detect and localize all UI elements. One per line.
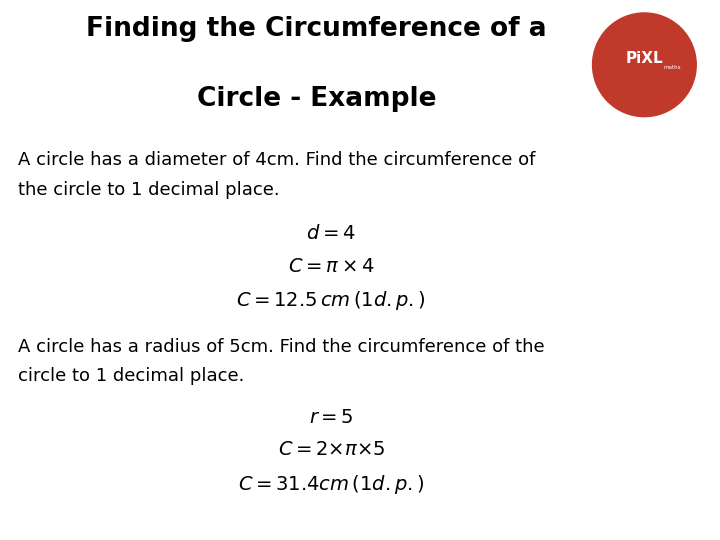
Text: A circle has a diameter of 4cm. Find the circumference of: A circle has a diameter of 4cm. Find the… [18, 151, 536, 169]
Ellipse shape [593, 13, 696, 117]
Text: $C = 2{\times}\pi{\times}5$: $C = 2{\times}\pi{\times}5$ [278, 440, 384, 459]
Text: $C = 12.5\,cm\,(1d.p.)$: $C = 12.5\,cm\,(1d.p.)$ [236, 289, 426, 312]
Text: circle to 1 decimal place.: circle to 1 decimal place. [18, 367, 244, 385]
Text: PiXL: PiXL [626, 51, 663, 66]
Text: $C = \pi\times4$: $C = \pi\times4$ [288, 256, 374, 275]
Text: $d = 4$: $d = 4$ [307, 224, 356, 243]
Text: the circle to 1 decimal place.: the circle to 1 decimal place. [18, 181, 279, 199]
Text: A circle has a radius of 5cm. Find the circumference of the: A circle has a radius of 5cm. Find the c… [18, 338, 544, 355]
Text: Circle - Example: Circle - Example [197, 86, 436, 112]
Text: Finding the Circumference of a: Finding the Circumference of a [86, 16, 547, 42]
Text: $r = 5$: $r = 5$ [309, 408, 354, 427]
Text: maths: maths [663, 65, 680, 70]
Text: $C = 31.4cm\,(1d.p.)$: $C = 31.4cm\,(1d.p.)$ [238, 472, 425, 496]
